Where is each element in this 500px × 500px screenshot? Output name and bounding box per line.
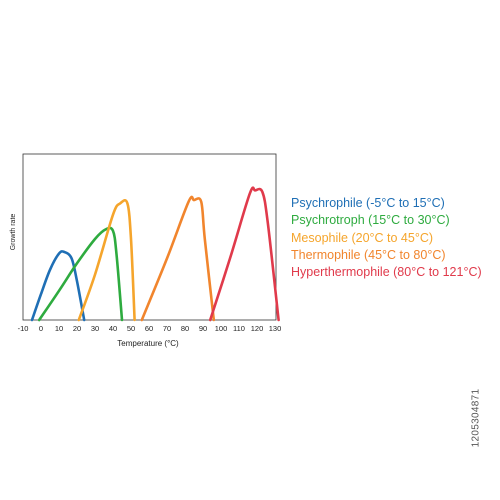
x-tick-label: 40 [109, 324, 117, 333]
x-tick-label: 30 [91, 324, 99, 333]
x-tick-label: -10 [18, 324, 29, 333]
legend-item-mesophile: Mesophile (20°C to 45°C) [291, 230, 434, 245]
x-tick-label: 10 [55, 324, 63, 333]
x-tick-label: 120 [251, 324, 264, 333]
x-tick-label: 50 [127, 324, 135, 333]
x-tick-label: 110 [233, 324, 245, 333]
y-axis-label: Growth rate [10, 214, 17, 251]
x-tick-label: 0 [39, 324, 43, 333]
x-tick-label: 20 [73, 324, 81, 333]
legend-item-psychrotroph: Psychrotroph (15°C to 30°C) [291, 213, 450, 228]
series-line-hyperthermophile [208, 186, 280, 322]
legend-item-hyperthermophile: Hyperthermophile (80°C to 121°C) [291, 265, 482, 280]
image-id-text: 1205304871 [470, 388, 482, 448]
series-line-psychrophile [30, 250, 86, 322]
series-line-mesophile [77, 198, 136, 322]
x-tick-label: 60 [145, 324, 153, 333]
x-axis-label: Temperature (°C) [117, 339, 179, 348]
legend-item-thermophile: Thermophile (45°C to 80°C) [291, 247, 446, 262]
series-line-psychrotroph [37, 226, 124, 322]
x-tick-label: 100 [215, 324, 228, 333]
x-tick-label: 130 [269, 324, 282, 333]
legend-item-psychrophile: Psychrophile (-5°C to 15°C) [291, 196, 445, 210]
plot-frame [22, 153, 277, 321]
x-tick-label: 90 [199, 324, 207, 333]
series-line-thermophile [140, 195, 216, 322]
x-tick-label: 80 [181, 324, 189, 333]
chart-legend: Psychrophile (-5°C to 15°C) Psychrotroph… [291, 195, 482, 281]
x-tick-label: 70 [163, 324, 171, 333]
